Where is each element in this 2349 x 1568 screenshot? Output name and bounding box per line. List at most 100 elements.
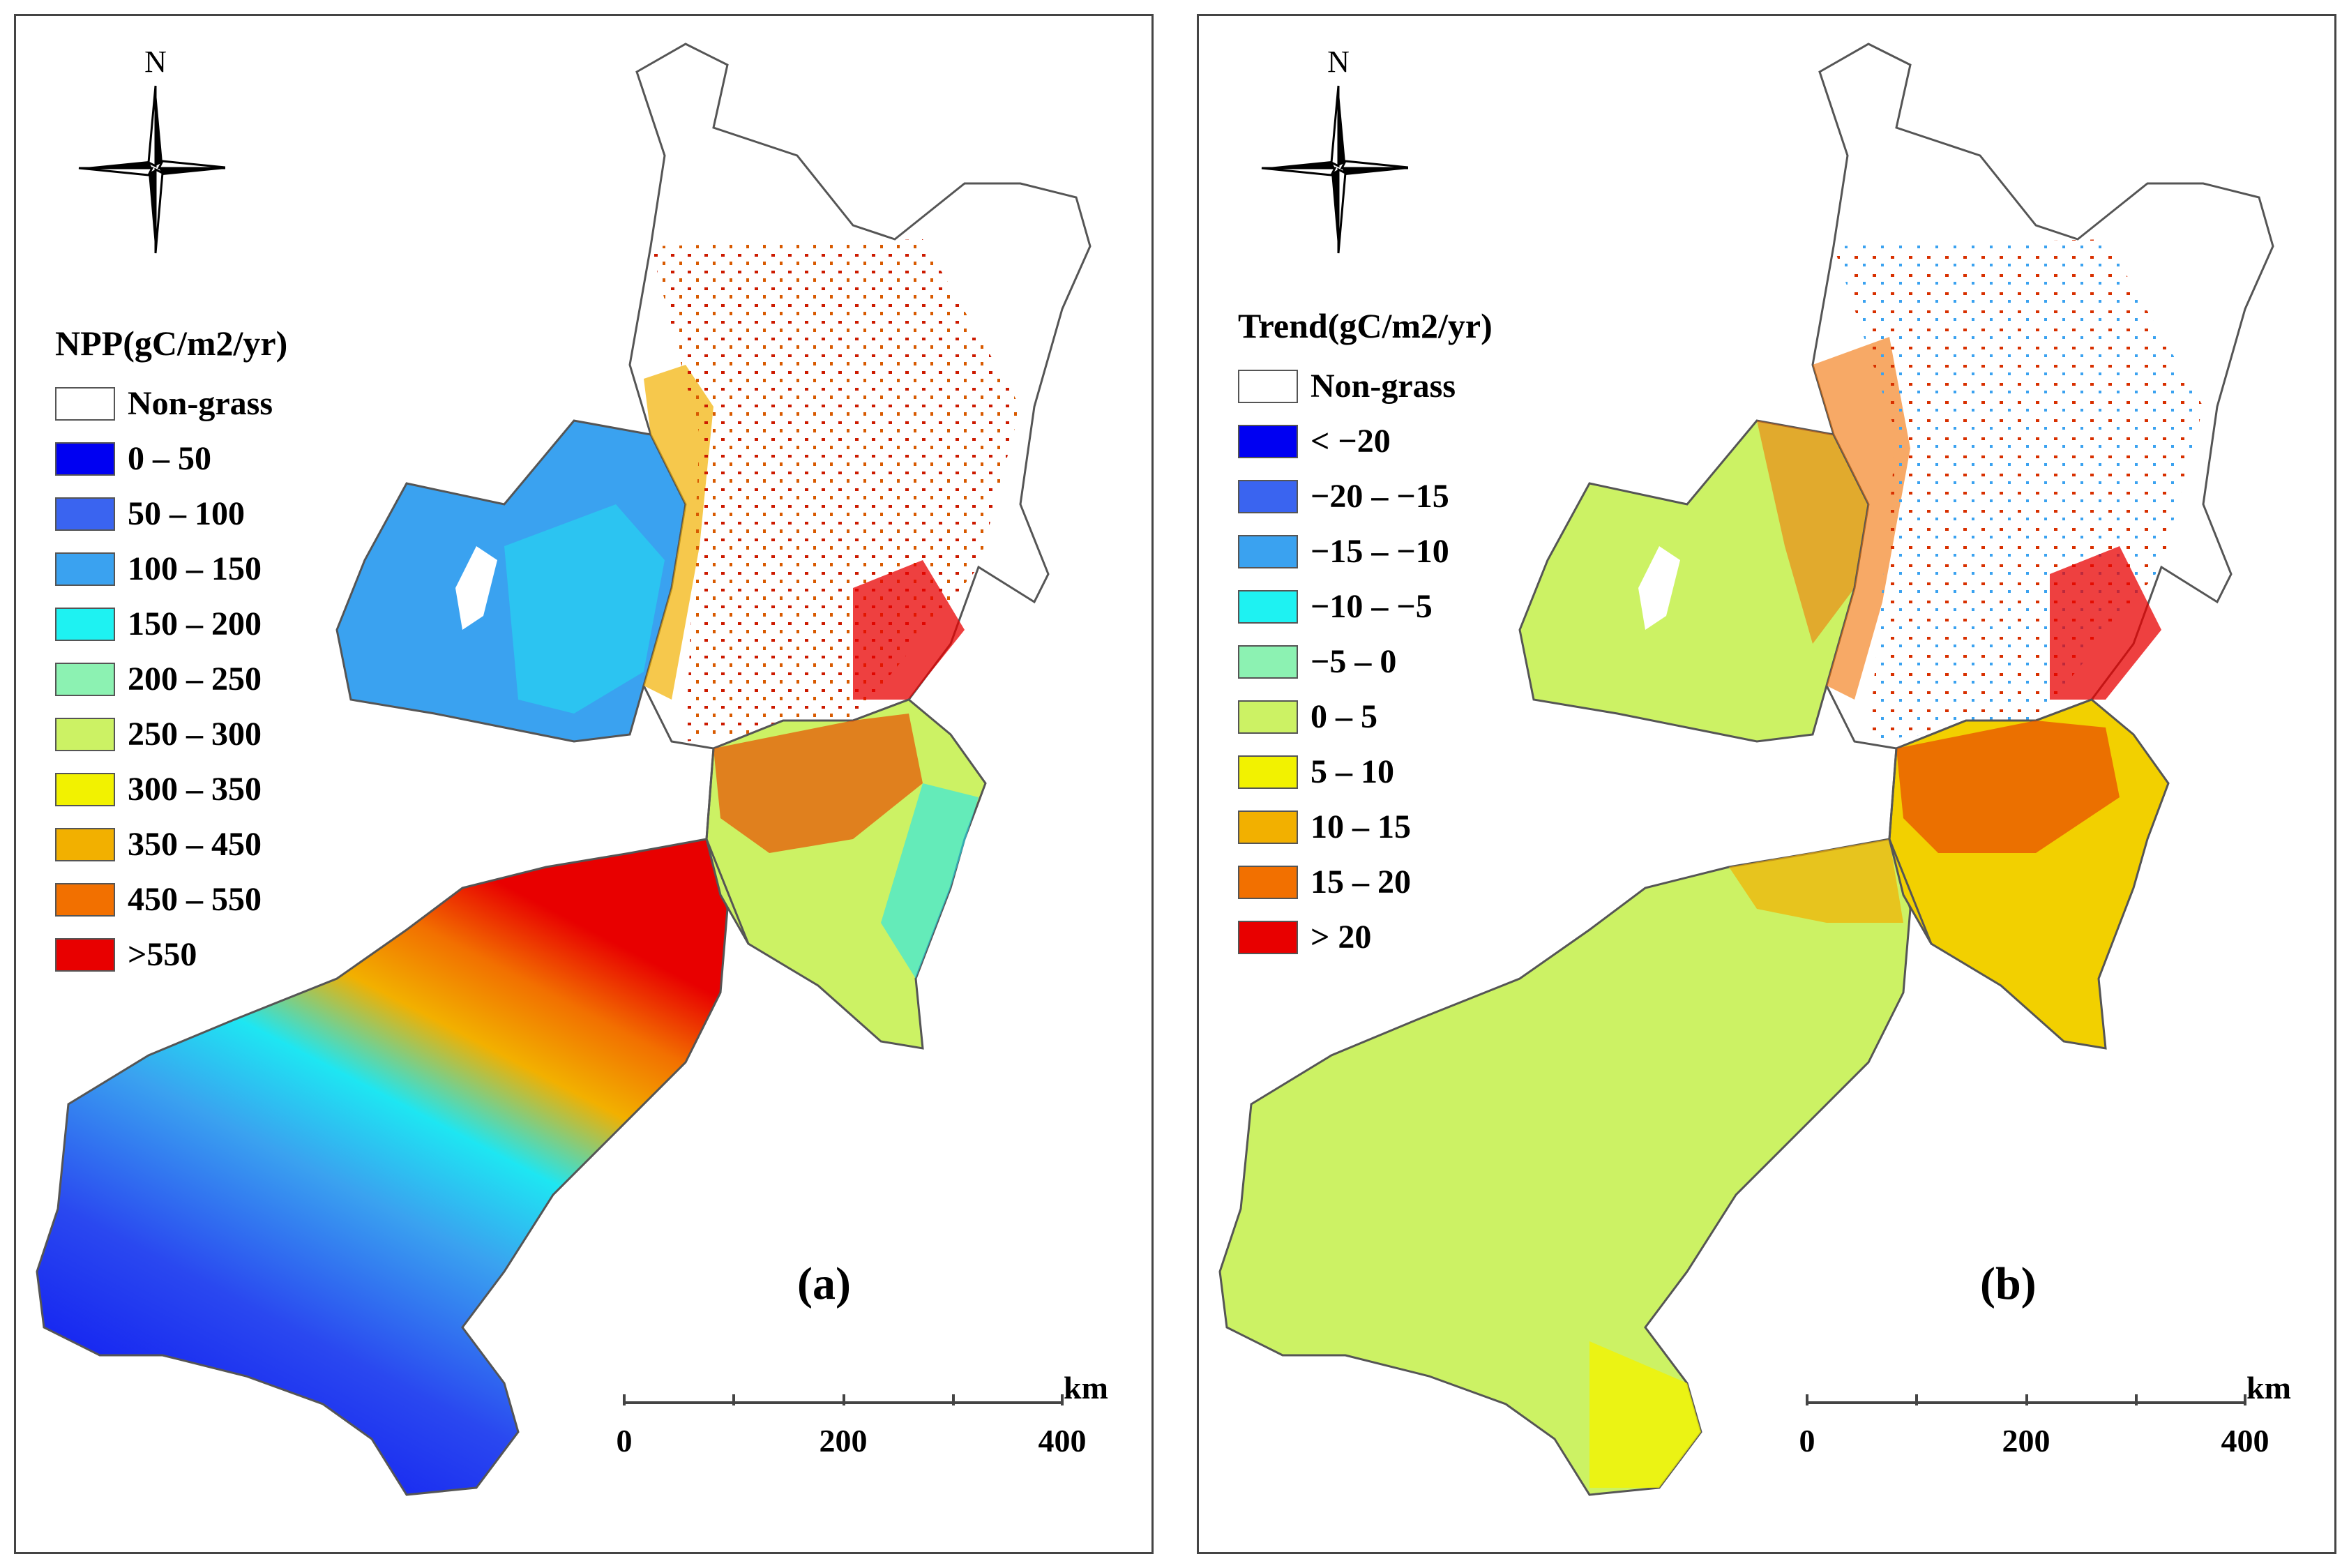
legend-items: Non-grass 0 – 50 50 – 100 100 – 150 150 – 20… [55, 376, 287, 982]
region-south-yellow [1589, 1341, 1701, 1488]
legend-row: −15 – −10 [1238, 524, 1493, 579]
region-west-orange [1757, 421, 1868, 644]
legend-swatch [55, 937, 115, 972]
scale-label-200: 200 [2002, 1423, 2050, 1458]
scale-tick [1806, 1394, 1808, 1405]
legend-label: 250 – 300 [128, 716, 262, 753]
npp-map [36, 43, 1092, 1496]
scale-bar: km 0 200 400 [1771, 1369, 2291, 1481]
legend-label: 100 – 150 [128, 550, 262, 587]
region-north-hotspot [853, 560, 965, 700]
legend-label: >550 [128, 936, 197, 973]
legend-swatch [1238, 644, 1298, 679]
legend-swatch [55, 772, 115, 806]
legend-swatch [1238, 424, 1298, 458]
legend-swatch [1238, 810, 1298, 844]
scale-tick [623, 1394, 626, 1405]
legend-title: NPP(gC/m2/yr) [55, 324, 288, 363]
north-arrow: N [1241, 44, 1416, 267]
legend-row: 0 – 50 [55, 431, 287, 486]
legend-row: 150 – 200 [55, 596, 287, 651]
trend-map [1218, 43, 2274, 1496]
legend-swatch [1238, 369, 1298, 403]
legend-label: 450 – 550 [128, 881, 262, 918]
legend-label: 300 – 350 [128, 771, 262, 808]
region-east-hotspot [1896, 721, 2120, 853]
legend-row: −20 – −15 [1238, 469, 1493, 524]
legend-row: 100 – 150 [55, 541, 287, 596]
legend-swatch [55, 827, 115, 861]
scale-tick [732, 1394, 735, 1405]
legend-label: Non-grass [128, 385, 273, 422]
legend-label: −20 – −15 [1311, 478, 1449, 515]
border-line [1888, 748, 1933, 944]
scale-tick [952, 1394, 955, 1405]
legend-swatch [1238, 920, 1298, 954]
legend-swatch [55, 662, 115, 696]
north-arrow: N [58, 44, 233, 267]
legend-row: 350 – 450 [55, 817, 287, 872]
legend-row: >550 [55, 927, 287, 982]
north-label: N [1327, 45, 1350, 79]
legend-row: 5 – 10 [1238, 744, 1493, 799]
compass-icon [1261, 85, 1416, 254]
region-north-edge [1813, 337, 1910, 700]
scale-tick [1061, 1394, 1064, 1405]
lake-a [455, 546, 497, 630]
scale-label-0: 0 [616, 1423, 633, 1458]
legend-swatch [55, 882, 115, 917]
legend-row: > 20 [1238, 910, 1493, 965]
region-east-cyan [881, 783, 979, 979]
border-line [705, 748, 750, 944]
legend-label: 5 – 10 [1311, 753, 1394, 790]
legend-label: −10 – −5 [1311, 588, 1433, 625]
legend-title: Trend(gC/m2/yr) [1238, 306, 1493, 345]
legend-swatch [1238, 755, 1298, 789]
legend-swatch [1238, 700, 1298, 734]
legend-label: < −20 [1311, 423, 1391, 460]
legend-row: 50 – 100 [55, 486, 287, 541]
legend-row: < −20 [1238, 414, 1493, 469]
legend-row: 450 – 550 [55, 872, 287, 927]
scale-tick [1915, 1394, 1918, 1405]
legend-row: Non-grass [55, 376, 287, 431]
legend-label: Non-grass [1311, 368, 1456, 405]
legend-row: 15 – 20 [1238, 854, 1493, 910]
scale-tick [2025, 1394, 2028, 1405]
lake-b [1638, 546, 1680, 630]
legend-swatch [55, 386, 115, 421]
scale-bar: km 0 200 400 [588, 1369, 1108, 1481]
legend-label: 200 – 250 [128, 661, 262, 698]
legend-label: 350 – 450 [128, 826, 262, 863]
legend-label: −15 – −10 [1311, 533, 1449, 570]
legend-row: Non-grass [1238, 359, 1493, 414]
legend-row: 250 – 300 [55, 707, 287, 762]
region-north-hotspot [2050, 546, 2161, 700]
legend-label: > 20 [1311, 919, 1372, 956]
legend-label: 50 – 100 [128, 495, 245, 532]
panel-label: (a) [797, 1258, 851, 1309]
legend-swatch [1238, 589, 1298, 624]
legend-npp: NPP(gC/m2/yr) Non-grass 0 – 50 50 – 100 100… [55, 323, 287, 982]
legend-row: 300 – 350 [55, 762, 287, 817]
region-east-hotspot [713, 714, 923, 853]
region-north-edge [644, 365, 713, 700]
legend-swatch [1238, 865, 1298, 899]
scale-tick [2244, 1394, 2246, 1405]
legend-items: Non-grass < −20 −20 – −15 −15 – −10 −10 – −5… [1238, 359, 1493, 965]
scale-tick [843, 1394, 845, 1405]
legend-label: 0 – 5 [1311, 698, 1377, 735]
legend-row: 200 – 250 [55, 651, 287, 707]
region-south [1218, 838, 1912, 1496]
legend-swatch [1238, 534, 1298, 568]
scale-unit: km [1064, 1370, 1108, 1405]
legend-swatch [55, 607, 115, 641]
map-panel-b: N Trend(gC/m2/yr) Non-grass < −20 −20 – −1… [1197, 14, 2336, 1554]
legend-swatch [1238, 479, 1298, 513]
scale-unit: km [2246, 1370, 2291, 1405]
scale-label-200: 200 [819, 1423, 868, 1458]
legend-trend: Trend(gC/m2/yr) Non-grass < −20 −20 – −15 −… [1238, 306, 1493, 965]
compass-icon [78, 85, 233, 254]
legend-label: 10 – 15 [1311, 808, 1411, 845]
scale-tick [2135, 1394, 2138, 1405]
